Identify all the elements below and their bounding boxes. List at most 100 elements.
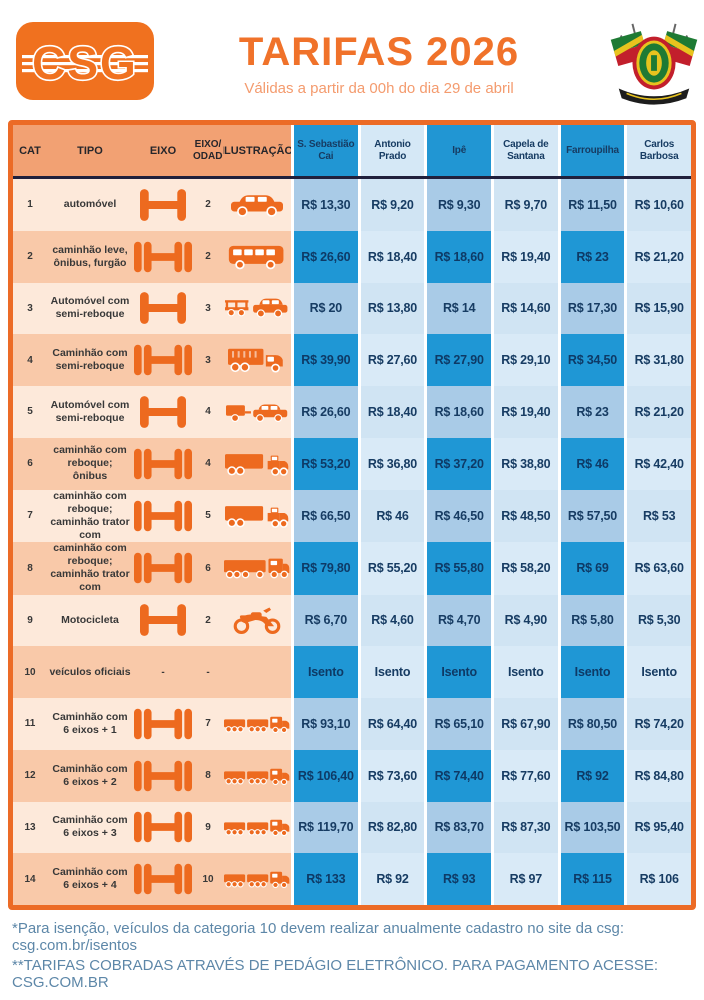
vehicle-icon [223, 646, 291, 698]
rodado-value: 10 [193, 853, 223, 905]
box-trailer-car-icon [223, 386, 291, 438]
price-cell: R$ 42,40 [624, 437, 691, 490]
price-cell: R$ 84,80 [624, 749, 691, 802]
axle-4-icon [133, 698, 193, 750]
price-cell: R$ 67,90 [490, 698, 558, 750]
vehicle-type: caminhão com reboque; caminhão trator co… [47, 489, 133, 542]
trailer-car-icon [223, 282, 291, 335]
rodado-value: 2 [193, 594, 223, 647]
rodado-value: 5 [193, 489, 223, 542]
price-cell: R$ 106,40 [291, 749, 358, 802]
table-body: 1 automóvel 2 R$ 13,30 R$ 9,20 R$ 9,30 R$ 9… [13, 179, 691, 905]
col-header-eixo-rodado: EIXO/ RODADO [193, 125, 223, 176]
price-cell: R$ 103,50 [557, 801, 625, 854]
price-cell: R$ 92 [357, 853, 425, 905]
axle-4-icon [133, 801, 193, 854]
price-cell: R$ 13,30 [291, 179, 358, 231]
header: CSG TARIFAS 2026 Válidas a partir da 00h… [0, 0, 704, 116]
cat-value: 13 [13, 801, 47, 854]
road-train-icon [223, 801, 291, 854]
rs-coat-of-arms-icon [604, 14, 704, 112]
price-cell: R$ 46,50 [424, 489, 491, 542]
cat-value: 8 [13, 542, 47, 595]
vehicle-type: Automóvel com semi-reboque [47, 282, 133, 335]
vehicle-type: caminhão leve, ônibus, furgão [47, 230, 133, 283]
price-cell: R$ 21,20 [624, 230, 691, 283]
price-cell: R$ 11,50 [557, 179, 625, 231]
tariff-table: CAT TIPO EIXO EIXO/ RODADO ILUSTRAÇÃO S.… [8, 120, 696, 910]
price-cell: R$ 18,60 [424, 230, 491, 283]
col-header-ilustracao: ILUSTRAÇÃO [223, 125, 291, 176]
price-cell: R$ 133 [291, 853, 358, 905]
cat-value: 1 [13, 179, 47, 231]
table-row: 8 caminhão com reboque; caminhão trator … [13, 542, 691, 595]
table-row: 5 Automóvel com semi-reboque 4 R$ 26,60 R… [13, 386, 691, 438]
price-cell: R$ 9,30 [424, 179, 491, 231]
cat-value: 4 [13, 334, 47, 386]
price-cell: R$ 77,60 [490, 749, 558, 802]
axle-4-icon [133, 230, 193, 283]
truck-trailer-icon [223, 489, 291, 542]
price-cell: R$ 55,20 [357, 542, 425, 595]
axle-4-icon [133, 489, 193, 542]
price-cell: R$ 79,80 [291, 542, 358, 595]
table-row: 7 caminhão com reboque; caminhão trator … [13, 489, 691, 542]
price-cell: R$ 97 [490, 853, 558, 905]
col-header-plaza-farroupilha: Farroupilha [557, 125, 625, 176]
price-cell: R$ 64,40 [357, 698, 425, 750]
rodado-value: - [193, 646, 223, 698]
table-row: 14 Caminhão com 6 eixos + 4 10 R$ 133 R$ … [13, 853, 691, 905]
price-cell: R$ 9,70 [490, 179, 558, 231]
price-cell: R$ 53,20 [291, 437, 358, 490]
price-cell: R$ 87,30 [490, 801, 558, 854]
price-cell: R$ 18,40 [357, 386, 425, 438]
price-cell: R$ 23 [557, 386, 625, 438]
price-cell: R$ 48,50 [490, 489, 558, 542]
price-cell: R$ 20 [291, 282, 358, 335]
price-cell: R$ 95,40 [624, 801, 691, 854]
table-row: 9 Motocicleta 2 R$ 6,70 R$ 4,60 R$ 4,70 R$ … [13, 594, 691, 647]
price-cell: R$ 26,60 [291, 230, 358, 283]
cat-value: 2 [13, 230, 47, 283]
axle-4-icon [133, 542, 193, 595]
price-cell: R$ 80,50 [557, 698, 625, 750]
table-row: 13 Caminhão com 6 eixos + 3 9 R$ 119,70 R… [13, 801, 691, 854]
price-cell: R$ 106 [624, 853, 691, 905]
price-cell: R$ 93,10 [291, 698, 358, 750]
price-cell: R$ 38,80 [490, 437, 558, 490]
rodado-value: 6 [193, 542, 223, 595]
cat-value: 10 [13, 646, 47, 698]
price-cell: R$ 5,30 [624, 594, 691, 647]
price-cell: R$ 69 [557, 542, 625, 595]
vehicle-type: Motocicleta [47, 594, 133, 647]
axle-4-icon [133, 853, 193, 905]
motorcycle-icon [223, 594, 291, 647]
cat-value: 7 [13, 489, 47, 542]
price-cell: R$ 18,40 [357, 230, 425, 283]
price-cell: Isento [357, 646, 425, 698]
rodado-value: 8 [193, 749, 223, 802]
rodado-value: 9 [193, 801, 223, 854]
col-header-tipo: TIPO [47, 125, 133, 176]
table-row: 11 Caminhão com 6 eixos + 1 7 R$ 93,10 R$… [13, 698, 691, 750]
price-cell: R$ 65,10 [424, 698, 491, 750]
axle-dash: - [133, 646, 193, 698]
vehicle-type: caminhão com reboque; ônibus [47, 437, 133, 490]
road-train-icon [223, 698, 291, 750]
price-cell: R$ 53 [624, 489, 691, 542]
price-cell: R$ 93 [424, 853, 491, 905]
table-row: 1 automóvel 2 R$ 13,30 R$ 9,20 R$ 9,30 R$ 9… [13, 179, 691, 231]
table-row: 4 Caminhão com semi-reboque 3 R$ 39,90 R$… [13, 334, 691, 386]
price-cell: R$ 29,10 [490, 334, 558, 386]
col-header-plaza-antonio-prado: Antonio Prado [357, 125, 425, 176]
price-cell: R$ 83,70 [424, 801, 491, 854]
table-row: 6 caminhão com reboque; ônibus 4 R$ 53,2… [13, 437, 691, 490]
table-row: 12 Caminhão com 6 eixos + 2 8 R$ 106,40 R… [13, 749, 691, 802]
vehicle-type: Caminhão com 6 eixos + 4 [47, 853, 133, 905]
price-cell: R$ 63,60 [624, 542, 691, 595]
price-cell: R$ 15,90 [624, 282, 691, 335]
cat-value: 9 [13, 594, 47, 647]
rodado-value: 7 [193, 698, 223, 750]
price-cell: R$ 66,50 [291, 489, 358, 542]
